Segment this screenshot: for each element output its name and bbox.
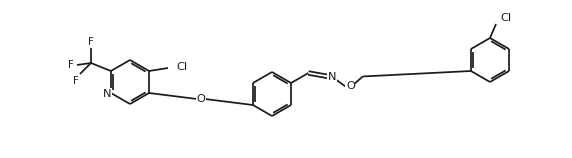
Text: Cl: Cl — [176, 62, 187, 72]
Text: N: N — [103, 89, 111, 99]
Text: O: O — [197, 94, 205, 104]
Text: F: F — [73, 76, 79, 86]
Text: F: F — [88, 37, 94, 47]
Text: O: O — [346, 82, 355, 91]
Text: N: N — [328, 73, 336, 82]
Text: F: F — [68, 60, 74, 70]
Text: Cl: Cl — [500, 13, 511, 23]
